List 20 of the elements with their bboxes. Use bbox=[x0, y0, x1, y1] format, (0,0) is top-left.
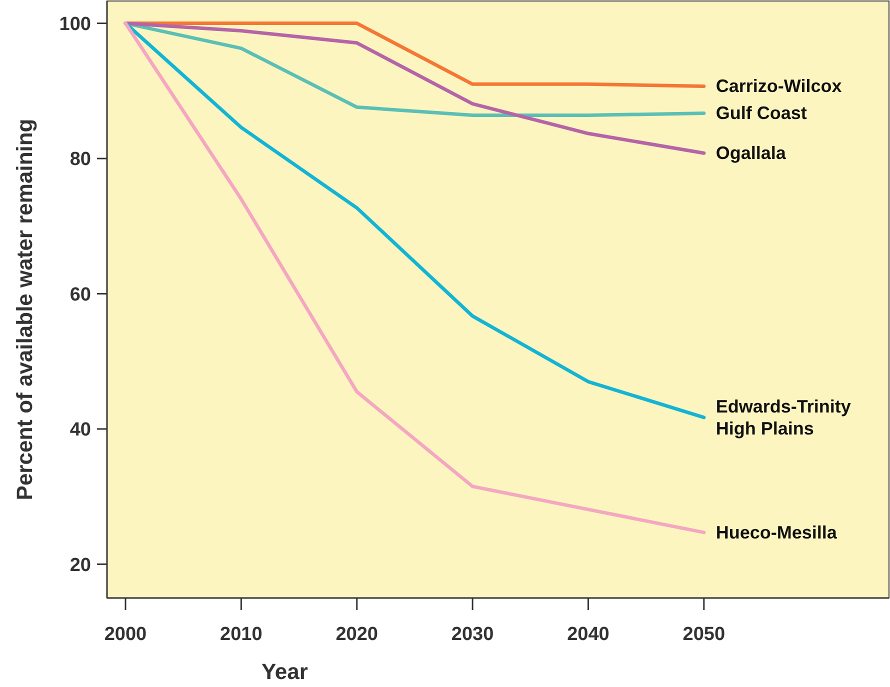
line-series bbox=[124, 22, 706, 534]
x-tick-label: 2040 bbox=[567, 624, 610, 645]
y-tick-label: 40 bbox=[70, 420, 91, 441]
x-axis-title: Year bbox=[261, 659, 308, 684]
y-tick-label: 20 bbox=[70, 554, 91, 576]
y-tick-label: 80 bbox=[70, 149, 91, 170]
series-label: Edwards-Trinity High Plains bbox=[716, 396, 851, 438]
series-label: Carrizo-Wilcox bbox=[716, 76, 842, 96]
x-tick-label: 2030 bbox=[451, 624, 494, 645]
series-label: Gulf Coast bbox=[716, 103, 807, 124]
x-tick-label: 2010 bbox=[220, 624, 262, 645]
x-tick-label: 2000 bbox=[104, 624, 147, 645]
x-tick-label: 2020 bbox=[336, 624, 378, 645]
series-label: Hueco-Mesilla bbox=[716, 522, 838, 542]
series-label: Ogallala bbox=[716, 143, 787, 164]
y-tick-label: 60 bbox=[70, 284, 91, 306]
x-tick-label: 2050 bbox=[682, 624, 726, 645]
y-tick-label: 100 bbox=[59, 14, 91, 35]
y-axis-title: Percent of available water remaining bbox=[12, 118, 37, 500]
line-series bbox=[124, 22, 706, 155]
